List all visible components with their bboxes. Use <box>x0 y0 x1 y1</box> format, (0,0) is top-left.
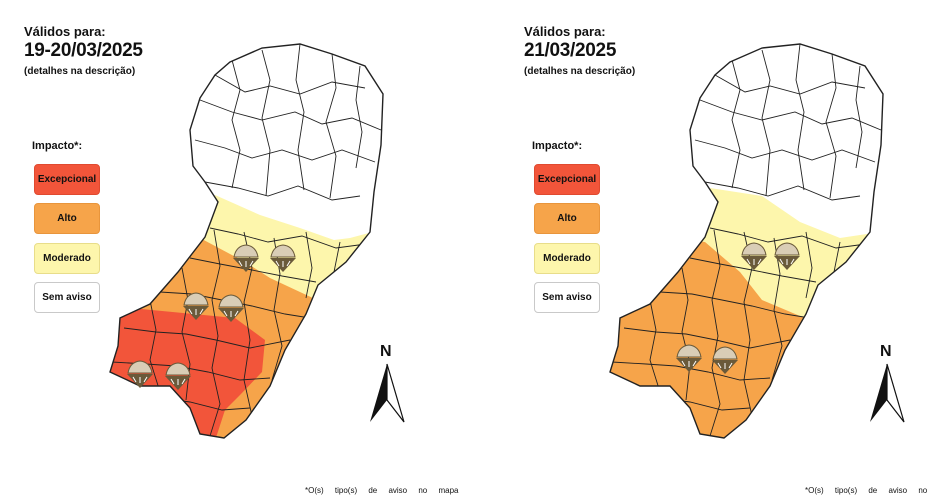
north-arrow-icon: N <box>870 343 905 423</box>
impact-legend-title: Impacto*: <box>32 140 83 152</box>
north-label: N <box>880 343 892 360</box>
legend-alto: Alto <box>34 203 100 234</box>
legend-moderado: Moderado <box>34 243 100 274</box>
north-label: N <box>380 343 392 360</box>
valid-for-label: Válidos para: <box>524 24 606 39</box>
legend-excepcional: Excepcional <box>34 164 100 195</box>
footnote: *O(s) tipo(s) de aviso no mapa <box>305 486 459 495</box>
state-map <box>609 43 884 439</box>
footnote: *O(s) tipo(s) de aviso no <box>805 486 928 495</box>
state-map <box>109 43 384 439</box>
warning-map-panel-2: Válidos para: 21/03/2025 (detalhes na de… <box>500 0 940 500</box>
details-note: (detalhes na descrição) <box>524 66 636 77</box>
impact-legend-title: Impacto*: <box>532 140 583 152</box>
north-arrow-icon: N <box>370 343 405 423</box>
warning-map-panel-1: Válidos para: 19-20/03/2025 (detalhes na… <box>24 24 459 495</box>
legend-excepcional: Excepcional <box>534 164 600 195</box>
legend-sem-aviso: Sem aviso <box>34 282 100 313</box>
legend-alto: Alto <box>534 203 600 234</box>
valid-date: 19-20/03/2025 <box>24 40 143 61</box>
details-note: (detalhes na descrição) <box>24 66 136 77</box>
legend-moderado: Moderado <box>534 243 600 274</box>
legend-sem-aviso: Sem aviso <box>534 282 600 313</box>
valid-date: 21/03/2025 <box>524 40 617 61</box>
valid-for-label: Válidos para: <box>24 24 106 39</box>
